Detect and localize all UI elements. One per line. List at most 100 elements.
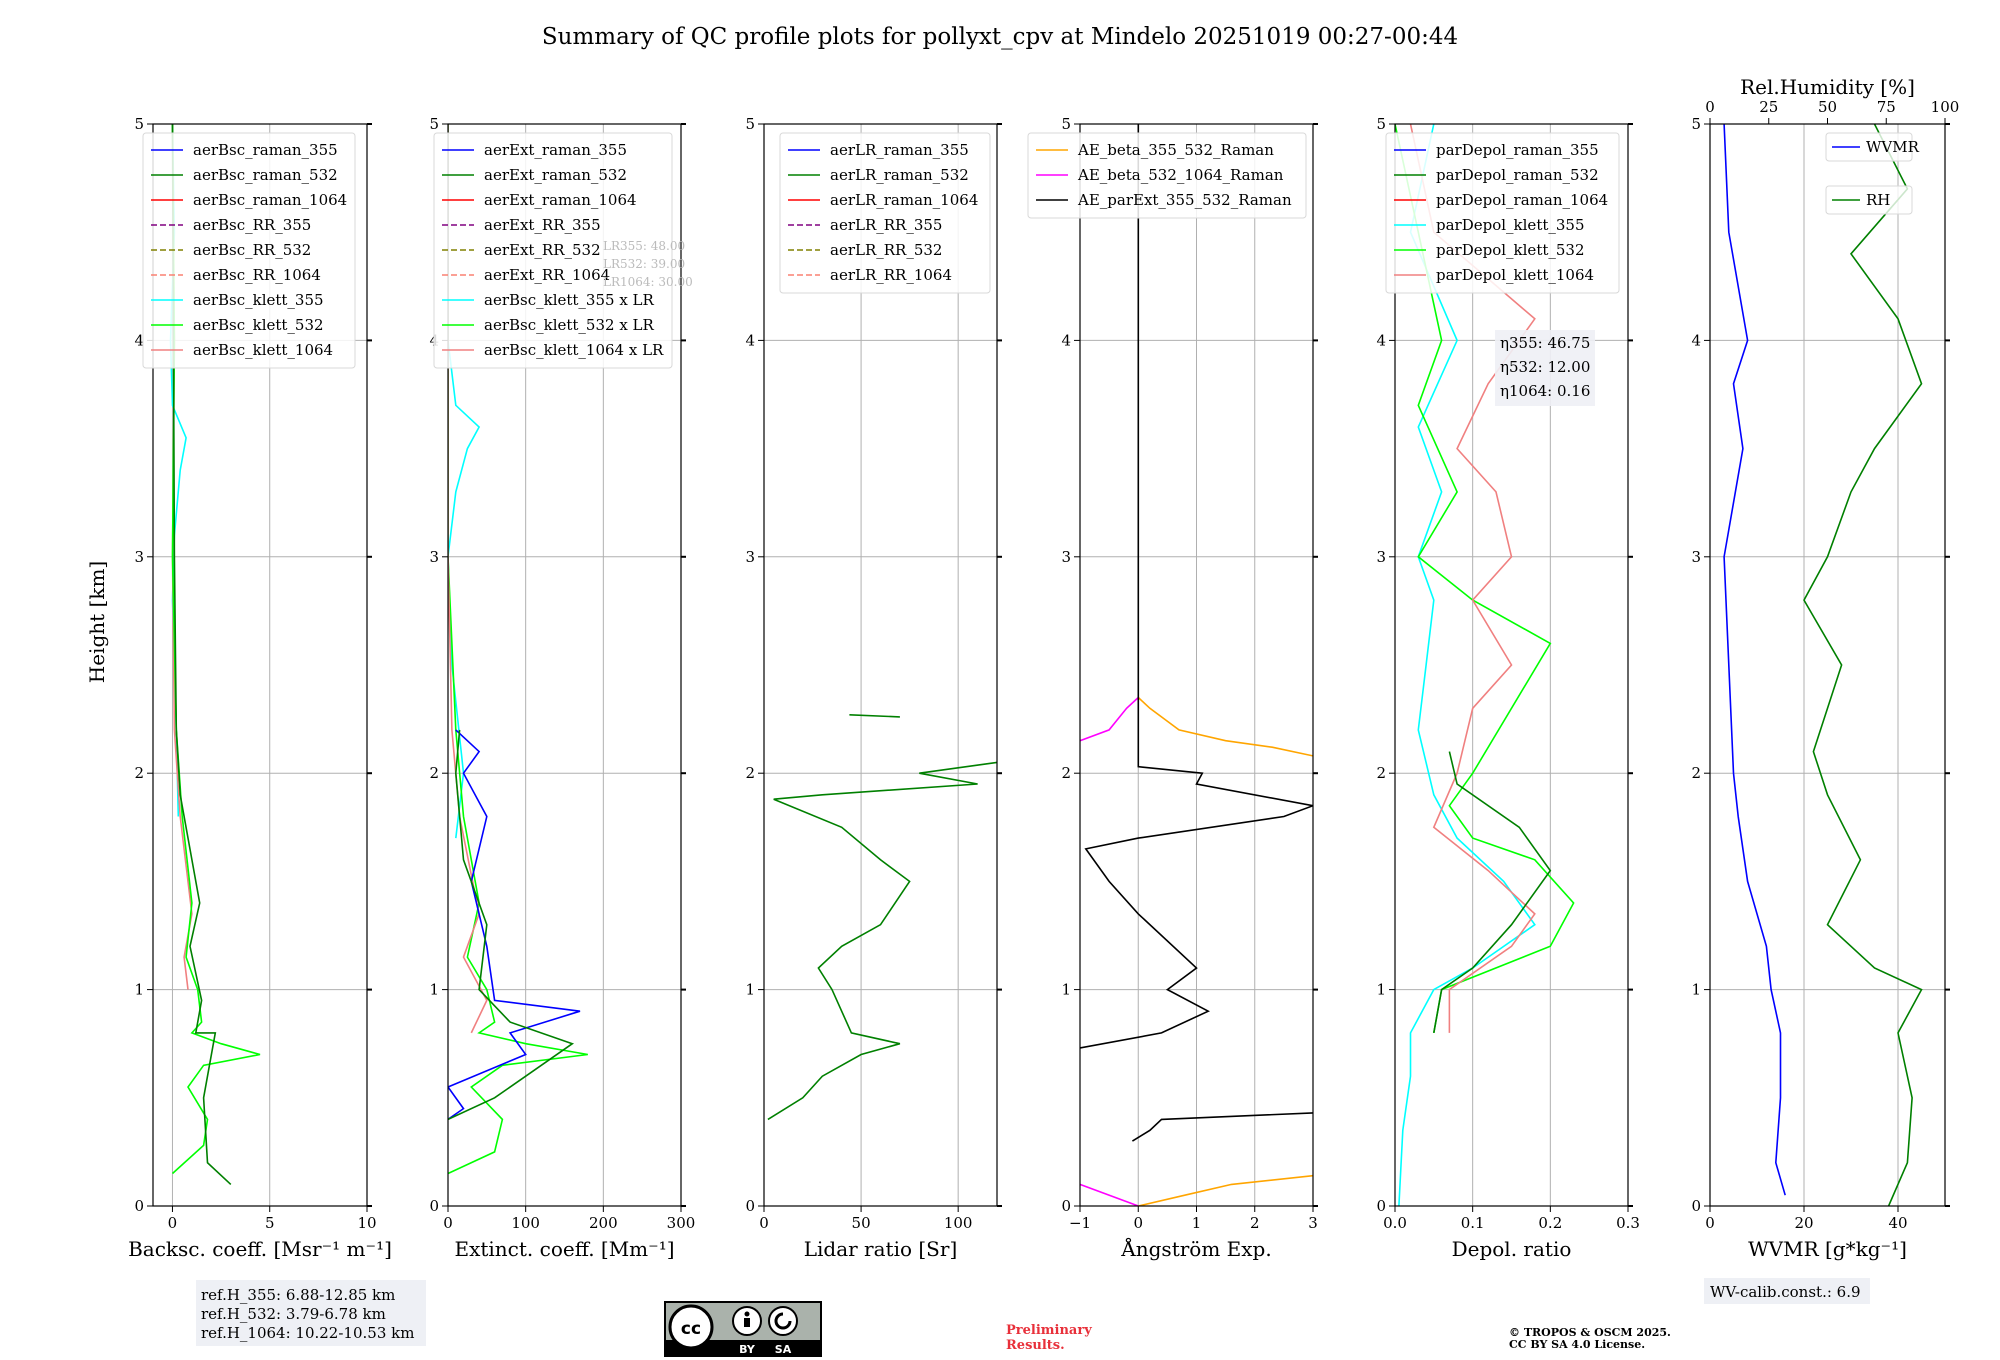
series-group xyxy=(767,714,997,1121)
x-tick-label: 0.2 xyxy=(1538,1214,1562,1232)
series-pardepol-raman-532 xyxy=(1433,751,1552,1034)
x-axis-label: Depol. ratio xyxy=(1452,1237,1572,1261)
x-axis-label: WVMR [g*kg⁻¹] xyxy=(1748,1237,1907,1261)
legend-box xyxy=(1825,132,1913,162)
x-tick-label: 0.0 xyxy=(1383,1214,1407,1232)
y-tick-label: 4 xyxy=(134,331,144,349)
x-tick-label: 10 xyxy=(357,1214,376,1232)
x-tick-label: 0 xyxy=(1705,1214,1715,1232)
legend-label-ae-parext-355-532-raman: AE_parExt_355_532_Raman xyxy=(1077,191,1292,209)
legend: parDepol_raman_355 parDepol_raman_532 parD… xyxy=(1385,132,1620,294)
x-tick-label: 0 xyxy=(759,1214,769,1232)
y-tick-label: 1 xyxy=(1691,981,1701,999)
copyright-line-2: CC BY SA 4.0 License. xyxy=(1509,1338,1645,1351)
x-tick-label: 20 xyxy=(1794,1214,1813,1232)
axes-frame xyxy=(152,123,368,1207)
x-tick-label: 300 xyxy=(667,1214,696,1232)
x-axis-label: Backsc. coeff. [Msr⁻¹ m⁻¹] xyxy=(128,1237,392,1261)
x-tick-label: 0 xyxy=(443,1214,453,1232)
series-rh xyxy=(1803,124,1923,1206)
legend-label-aerbsc-klett-532-x-lr: aerBsc_klett_532 x LR xyxy=(484,316,655,334)
series-ae-beta-355-532-raman xyxy=(1138,1174,1313,1206)
y-tick-label: 1 xyxy=(1376,981,1386,999)
legend-box xyxy=(433,132,673,369)
top-tick-label: 25 xyxy=(1759,98,1778,116)
lr-note-0: LR355: 48.00 xyxy=(603,239,685,253)
y-tick-label: 2 xyxy=(134,764,144,782)
y-tick-label: 4 xyxy=(1376,331,1386,349)
y-tick-label: 4 xyxy=(1691,331,1701,349)
y-tick-label: 3 xyxy=(429,548,439,566)
y-tick-label: 0 xyxy=(429,1197,439,1215)
axes-frame xyxy=(447,123,682,1207)
y-tick-label: 0 xyxy=(1691,1197,1701,1215)
y-tick-label: 1 xyxy=(429,981,439,999)
legend-label-aerbsc-klett-1064: aerBsc_klett_1064 xyxy=(193,341,333,359)
preliminary-line-2: Results. xyxy=(1006,1338,1065,1353)
series-ae-beta-532-1064-raman xyxy=(1080,1183,1139,1206)
y-tick-label: 0 xyxy=(745,1197,755,1215)
y-tick-label: 5 xyxy=(1376,115,1386,133)
legend-label-pardepol-raman-1064: parDepol_raman_1064 xyxy=(1436,191,1608,209)
figure-title: Summary of QC profile plots for pollyxt_… xyxy=(542,24,1458,50)
legend-label-aerbsc-klett-532: aerBsc_klett_532 xyxy=(193,316,324,334)
preliminary-line-1: Preliminary xyxy=(1006,1323,1092,1338)
y-tick-label: 3 xyxy=(745,548,755,566)
legend-label-pardepol-raman-532: parDepol_raman_532 xyxy=(1436,166,1599,184)
series-aerext-raman-532 xyxy=(448,729,575,1121)
legend-label-pardepol-raman-355: parDepol_raman_355 xyxy=(1436,141,1599,159)
legend-label-aerbsc-raman-355: aerBsc_raman_355 xyxy=(193,141,338,159)
x-tick-label: 50 xyxy=(852,1214,871,1232)
y-tick-label: 3 xyxy=(1376,548,1386,566)
x-tick-label: 100 xyxy=(944,1214,973,1232)
legend-label-wvmr: WVMR xyxy=(1866,138,1920,156)
panel-depolarization: 0.0 0.1 0.2 0.3 0 1 2 3 4 5 Depol. ratio parDepol_r… xyxy=(1376,115,1639,1261)
y-tick-label: 4 xyxy=(745,331,755,349)
axes-frame xyxy=(763,123,998,1207)
legend-label-aerext-raman-1064: aerExt_raman_1064 xyxy=(484,191,637,209)
y-tick-label: 1 xyxy=(134,981,144,999)
top-tick-label: 50 xyxy=(1818,98,1837,116)
legend-label-aerlr-rr-355: aerLR_RR_355 xyxy=(830,216,942,234)
y-tick-label: 5 xyxy=(1691,115,1701,133)
legend-label-aerlr-rr-532: aerLR_RR_532 xyxy=(830,241,942,259)
legend-label-ae-beta-532-1064-raman: AE_beta_532_1064_Raman xyxy=(1077,166,1284,184)
legend-label-aerbsc-klett-1064-x-lr: aerBsc_klett_1064 x LR xyxy=(484,341,664,359)
legend-label-aerbsc-raman-1064: aerBsc_raman_1064 xyxy=(193,191,347,209)
y-tick-label: 0 xyxy=(1061,1197,1071,1215)
refh-1064: ref.H_1064: 10.22-10.53 km xyxy=(201,1324,414,1342)
series-aerlr-raman-532 xyxy=(767,761,997,1121)
top-tick-label: 75 xyxy=(1877,98,1896,116)
lr-note-2: LR1064: 30.00 xyxy=(603,275,693,289)
series-pardepol-klett-532 xyxy=(1395,124,1575,1034)
eta-note-1: η532: 12.00 xyxy=(1500,358,1590,376)
series-aerbsc-klett-355-x-lr xyxy=(448,124,481,839)
y-tick-label: 5 xyxy=(429,115,439,133)
refh-355: ref.H_355: 6.88-12.85 km xyxy=(201,1286,395,1304)
x-tick-label: 0.1 xyxy=(1461,1214,1485,1232)
legend-label-aerbsc-klett-355: aerBsc_klett_355 xyxy=(193,291,324,309)
axes-frame xyxy=(1709,123,1946,1207)
x-axis-label: Lidar ratio [Sr] xyxy=(804,1237,958,1261)
series-ae-parext-355-532-raman-lower xyxy=(1131,1112,1313,1142)
legend-box xyxy=(1825,185,1913,215)
legend: aerBsc_raman_355 aerBsc_raman_532 aerBsc_r… xyxy=(142,132,356,369)
panel-extinction: 0100200300012345Extinct. coeff. [Mm⁻¹]ae… xyxy=(429,115,695,1261)
y-tick-label: 5 xyxy=(134,115,144,133)
y-tick-label: 5 xyxy=(745,115,755,133)
panel-lidar-ratio: 0 50 100 0 1 2 3 4 5 Lidar ratio [Sr] aerLR_raman_… xyxy=(745,115,1002,1261)
top-tick-label: 0 xyxy=(1705,98,1715,116)
x-tick-label: 5 xyxy=(265,1214,275,1232)
legend-label-aerbsc-rr-1064: aerBsc_RR_1064 xyxy=(193,266,321,284)
x-tick-label: 0 xyxy=(1133,1214,1143,1232)
y-tick-label: 1 xyxy=(745,981,755,999)
eta-box xyxy=(1495,330,1595,406)
y-tick-label: 3 xyxy=(1691,548,1701,566)
legend-label-pardepol-klett-355: parDepol_klett_355 xyxy=(1436,216,1585,234)
y-tick-label: 0 xyxy=(134,1197,144,1215)
x-tick-label: 0.3 xyxy=(1616,1214,1640,1232)
legend-box xyxy=(142,132,356,369)
x-tick-label: −1 xyxy=(1069,1214,1091,1232)
legend-label-ae-beta-355-532-raman: AE_beta_355_532_Raman xyxy=(1077,141,1274,159)
series-aerbsc-klett-532-x-lr xyxy=(448,124,588,1175)
